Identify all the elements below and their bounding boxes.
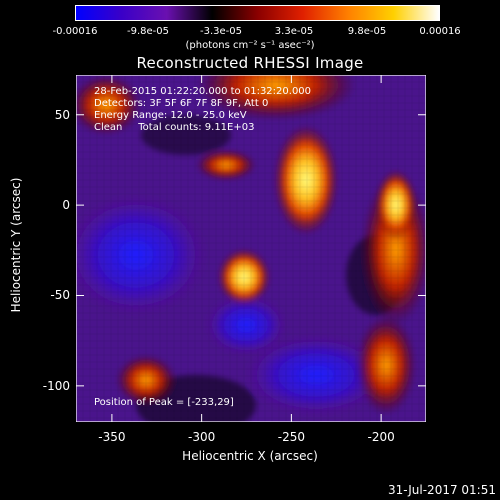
y-tick-label: 50 [54,107,70,122]
rhessi-image-plot [76,75,426,422]
colorbar-tick-label: -0.00016 [52,26,98,37]
peak-position: Position of Peak = [-233,29] [94,397,234,408]
footer-date: 31-Jul-2017 01:51 [387,483,496,497]
tick-marks [76,75,426,422]
x-axis-label: Heliocentric X (arcsec) [182,449,318,463]
info-detectors: Detectors: 3F 5F 6F 7F 8F 9F, Att 0 [94,98,269,109]
colorbar-tick-label: 3.3e-05 [274,26,314,37]
x-tick-label: -250 [277,430,305,444]
colorbar-tick-label: -3.3e-05 [200,26,242,37]
info-time-range: 28-Feb-2015 01:22:20.000 to 01:32:20.000 [94,86,312,97]
x-tick-label: -200 [367,430,395,444]
y-tick-label: -50 [50,288,70,303]
x-tick-label: -300 [188,430,216,444]
y-tick-label: 0 [62,198,70,213]
colorbar-tick-label: 0.00016 [419,26,461,37]
colorbar [75,5,440,21]
info-energy-range: Energy Range: 12.0 - 25.0 keV [94,110,247,121]
x-tick-label: -350 [98,430,126,444]
colorbar-tick-label: -9.8e-05 [127,26,169,37]
colorbar-tick-label: 9.8e-05 [347,26,387,37]
y-tick-label: -100 [42,378,70,393]
image-title: Reconstructed RHESSI Image [136,54,364,72]
info-clean-counts: Clean Total counts: 9.11E+03 [94,122,255,133]
y-axis-label: Heliocentric Y (arcsec) [9,177,23,313]
colorbar-units: (photons cm⁻² s⁻¹ asec⁻²) [185,40,315,51]
